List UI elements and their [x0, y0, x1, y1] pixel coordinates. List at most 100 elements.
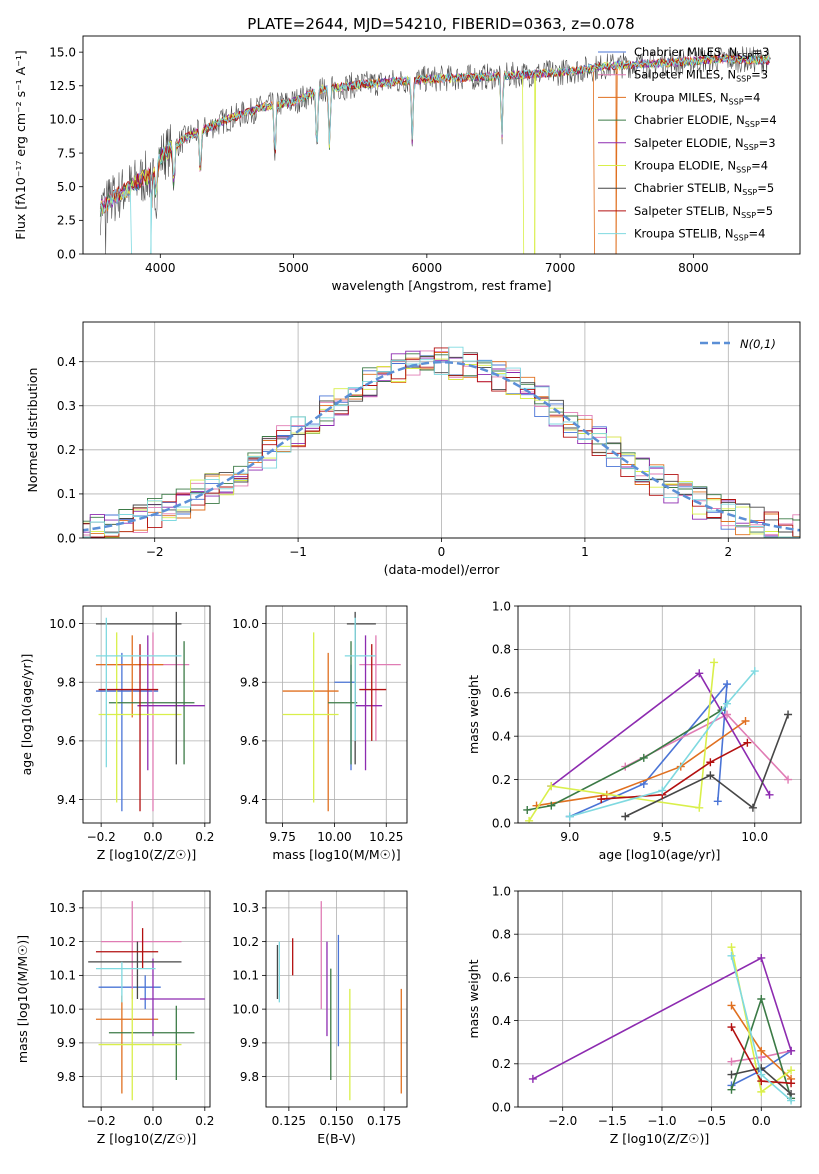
spectrum-line — [99, 53, 770, 214]
y-tick-label: 9.8 — [57, 1070, 76, 1084]
x-tick-label: 4000 — [145, 261, 176, 275]
mass-weight-marker — [695, 803, 704, 812]
mass-weight-marker — [528, 1074, 537, 1083]
x-axis-label: Z [log10(Z/Z☉)] — [97, 847, 197, 862]
y-tick-label: 0.4 — [492, 1014, 511, 1028]
mass-weight-marker — [695, 669, 704, 678]
y-tick-label: 0.4 — [492, 730, 511, 744]
mass-weight-marker — [757, 953, 766, 962]
y-tick-label: 10.3 — [232, 901, 259, 915]
mass-weight-marker — [787, 1046, 796, 1055]
mass-vs-metallicity-panel: −0.2 0.0 0.2 9.8 9.9 10.0 10.1 10.2 10.3 Z [log10… — [15, 890, 214, 1146]
histogram-series — [83, 346, 800, 538]
x-tick-label: −0.2 — [87, 830, 116, 844]
mass-weight-marker — [784, 775, 793, 784]
y-axis-label: Normed distribution — [25, 368, 40, 493]
x-tick-label: 0.150 — [319, 1114, 353, 1128]
mass-weight-marker — [723, 699, 732, 708]
mass-weight-marker — [706, 771, 715, 780]
y-tick-label: 9.8 — [240, 676, 259, 690]
y-tick-label: 10.0 — [49, 1002, 76, 1016]
mass-weight-line — [601, 741, 748, 800]
x-tick-label: −2.0 — [548, 1114, 577, 1128]
y-tick-label: 0.0 — [57, 247, 76, 261]
x-tick-label: 2 — [724, 545, 732, 559]
x-tick-label: 0.0 — [143, 1114, 162, 1128]
x-axis-label: mass [log10(M/M☉)] — [272, 847, 400, 862]
mass-weight-marker — [727, 951, 736, 960]
axes-frame — [82, 890, 211, 1108]
mass-weight-marker — [727, 1001, 736, 1010]
mass-weight-marker — [710, 658, 719, 667]
mass-weight-marker — [523, 805, 532, 814]
x-tick-label: 0.2 — [195, 1114, 214, 1128]
x-axis-label: Z [log10(Z/Z☉)] — [97, 1131, 197, 1146]
spectrum-panel: 4000 5000 6000 7000 8000 0.0 2.5 5.0 7.5 10.0 12.5… — [13, 35, 801, 293]
mass-weight-marker — [706, 758, 715, 767]
mass-weight-marker — [547, 801, 556, 810]
mass-weight-line — [624, 713, 789, 781]
x-tick-label: 9.75 — [269, 830, 296, 844]
mass-weight-marker — [787, 1079, 796, 1088]
plot-area — [282, 611, 401, 812]
mass-weight-marker — [547, 782, 556, 791]
grid — [266, 606, 407, 823]
y-tick-label: 0.0 — [492, 1100, 511, 1114]
x-tick-label: 7000 — [545, 261, 576, 275]
y-tick-label: 0.2 — [492, 773, 511, 787]
x-tick-label: 10.00 — [317, 830, 351, 844]
x-tick-label: 0 — [438, 545, 446, 559]
plot-area — [95, 611, 205, 812]
x-tick-label: −1.0 — [647, 1114, 676, 1128]
y-tick-label: 0.0 — [492, 816, 511, 830]
legend-label: Chabrier ELODIE, NSSP=4 — [634, 113, 777, 129]
x-axis-label: wavelength [Angstrom, rest frame] — [331, 278, 551, 293]
legend-label: Salpeter STELIB, NSSP=5 — [634, 204, 773, 220]
mass-weight-marker — [727, 1085, 736, 1094]
mass-weight-marker — [597, 795, 606, 804]
plot-area — [88, 901, 205, 1101]
legend-label: Chabrier MILES, NSSP=3 — [634, 45, 769, 61]
legend-label: Kroupa ELODIE, NSSP=4 — [634, 159, 768, 175]
mass-weight-marker — [723, 680, 732, 689]
x-axis-label: Z [log10(Z/Z☉)] — [610, 1131, 710, 1146]
y-tick-label: 15.0 — [49, 45, 76, 59]
x-tick-label: 9.0 — [560, 830, 579, 844]
y-tick-label: 7.5 — [57, 146, 76, 160]
y-tick-label: 1.0 — [492, 599, 511, 613]
y-axis-label: mass weight — [466, 959, 481, 1038]
y-tick-label: 0.6 — [492, 686, 511, 700]
x-axis-label: age [log10(age/yr)] — [599, 847, 721, 862]
x-axis-label: E(B-V) — [317, 1131, 356, 1146]
mass-weight-marker — [787, 1096, 796, 1105]
mass-weight-vs-age-panel: 9.0 9.5 10.0 0.0 0.2 0.4 0.6 0.8 1.0 age [log10(a… — [466, 599, 802, 862]
axes-frame — [265, 605, 408, 824]
axes-frame — [265, 890, 408, 1108]
axes-frame — [517, 890, 802, 1108]
mass-weight-marker — [741, 717, 750, 726]
y-tick-label: 9.4 — [240, 793, 259, 807]
y-tick-label: 10.2 — [49, 935, 76, 949]
y-tick-label: 9.8 — [57, 676, 76, 690]
y-tick-label: 12.5 — [49, 79, 76, 93]
mass-weight-marker — [727, 1023, 736, 1032]
y-tick-label: 9.6 — [240, 734, 259, 748]
y-tick-label: 10.3 — [49, 901, 76, 915]
y-tick-label: 0.8 — [492, 928, 511, 942]
legend-label: Salpeter MILES, NSSP=3 — [634, 68, 768, 84]
x-tick-label: 10.0 — [741, 830, 768, 844]
mass-weight-marker — [757, 1070, 766, 1079]
spectrum-line — [99, 54, 770, 254]
mass-weight-marker — [743, 738, 752, 747]
axes-frame — [82, 35, 801, 255]
mass-weight-marker — [621, 812, 630, 821]
x-tick-label: −0.2 — [87, 1114, 116, 1128]
mass-weight-line — [624, 714, 789, 818]
y-tick-label: 9.4 — [57, 793, 76, 807]
x-tick-label: 1 — [581, 545, 589, 559]
mass-weight-marker — [639, 753, 648, 762]
y-tick-label: 0.4 — [57, 355, 76, 369]
mass-weight-marker — [757, 1046, 766, 1055]
y-tick-label: 9.6 — [57, 734, 76, 748]
